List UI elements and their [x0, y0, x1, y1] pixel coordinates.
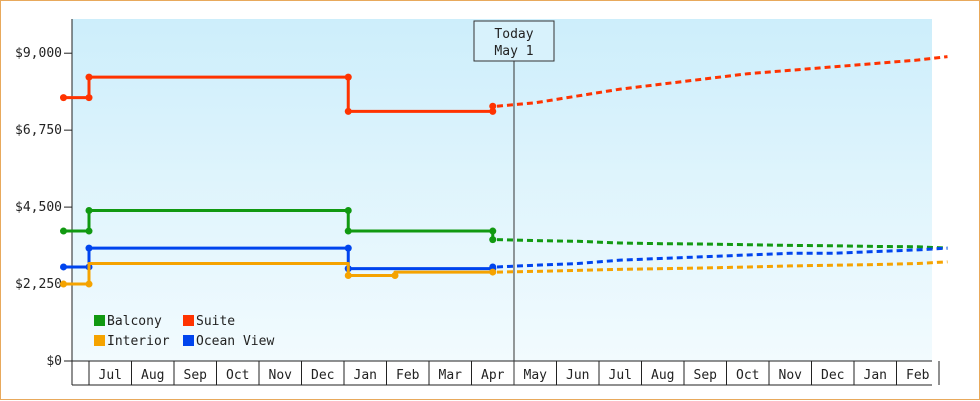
- legend-label-suite: Suite: [196, 314, 235, 329]
- month-label: Sep: [184, 368, 208, 383]
- month-label: Oct: [226, 368, 249, 383]
- month-label: Jul: [99, 368, 122, 383]
- legend-swatch-balcony: [94, 315, 105, 326]
- series-balcony-point: [489, 236, 497, 244]
- month-label: Apr: [481, 368, 505, 383]
- series-balcony-point: [60, 227, 67, 235]
- plot-background: [72, 19, 932, 361]
- series-balcony-point: [344, 227, 352, 235]
- series-suite-point: [489, 102, 497, 110]
- today-date-label: May 1: [494, 44, 533, 59]
- series-suite-point: [489, 107, 497, 115]
- series-balcony-point: [489, 227, 497, 235]
- month-label: Mar: [439, 368, 463, 383]
- series-suite-point: [344, 73, 352, 81]
- legend-swatch-ocean-view: [183, 335, 194, 346]
- legend: Balcony Suite Interior Ocean View: [94, 314, 274, 349]
- month-label: Jul: [609, 368, 632, 383]
- month-label: Sep: [694, 368, 718, 383]
- month-label: Nov: [269, 368, 293, 383]
- axes: $0 $2,250 $4,500 $6,750 $9,000 Jul Aug Sep Oct No…: [15, 19, 940, 386]
- series-balcony-point: [85, 207, 93, 215]
- series-group: [60, 55, 948, 288]
- month-label: Oct: [736, 368, 759, 383]
- month-label: Nov: [779, 368, 803, 383]
- month-label: Feb: [396, 368, 420, 383]
- series-interior-forecast: [496, 260, 948, 274]
- series-suite-point: [85, 94, 93, 102]
- series-balcony-forecast: [496, 238, 948, 250]
- y-tick-label: $2,250: [15, 277, 62, 292]
- month-label: Feb: [906, 368, 930, 383]
- y-tick-label: $0: [46, 354, 62, 369]
- today-box: [473, 20, 555, 62]
- month-label: Jun: [566, 368, 589, 383]
- today-marker: Today May 1: [473, 20, 555, 385]
- legend-label-ocean-view: Ocean View: [196, 334, 274, 349]
- today-label: Today: [494, 27, 533, 42]
- month-label: May: [524, 368, 548, 383]
- series-balcony-point: [85, 227, 93, 235]
- series-interior-point: [85, 280, 93, 288]
- series-ocean-view-point: [344, 244, 352, 252]
- y-tick-label: $4,500: [15, 200, 62, 215]
- y-tick-label: $9,000: [15, 46, 62, 61]
- series-ocean-view-point: [85, 244, 93, 252]
- series-suite-point: [85, 73, 93, 81]
- series-interior-point: [489, 268, 497, 276]
- series-interior-point: [344, 272, 352, 279]
- series-interior-point: [391, 272, 399, 279]
- month-label: Jan: [354, 368, 377, 383]
- month-label: Jan: [864, 368, 887, 383]
- month-label: Dec: [311, 368, 334, 383]
- legend-swatch-suite: [183, 315, 194, 326]
- series-suite-point: [60, 94, 67, 102]
- series-ocean-view-forecast: [496, 246, 948, 269]
- legend-label-balcony: Balcony: [107, 314, 162, 329]
- month-label: Aug: [651, 368, 674, 383]
- series-suite-point: [344, 107, 352, 115]
- legend-label-interior: Interior: [107, 334, 170, 349]
- series-ocean-view-point: [489, 263, 497, 271]
- series-balcony-point: [344, 207, 352, 215]
- month-label: Dec: [821, 368, 844, 383]
- series-suite-forecast: [496, 55, 948, 108]
- legend-swatch-interior: [94, 335, 105, 346]
- month-label: Aug: [141, 368, 164, 383]
- series-ocean-view-point: [60, 263, 67, 271]
- y-tick-label: $6,750: [15, 123, 62, 138]
- series-interior-point: [60, 280, 67, 288]
